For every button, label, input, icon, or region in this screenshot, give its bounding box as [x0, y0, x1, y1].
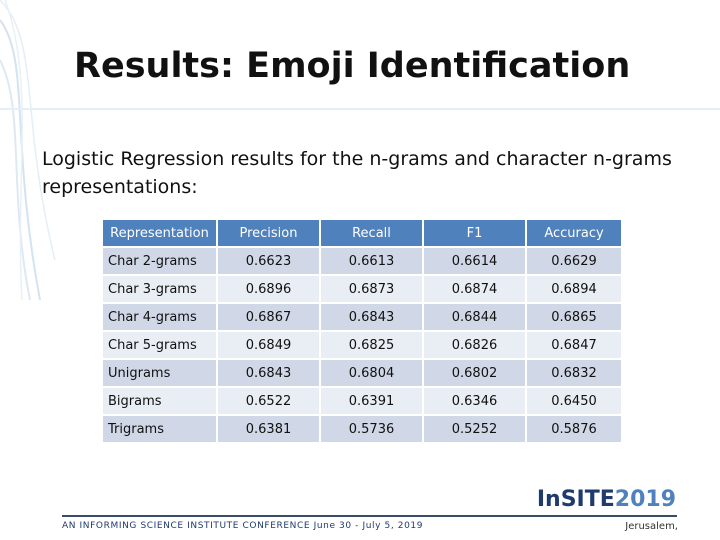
cell-representation: Bigrams [103, 388, 216, 414]
cell-accuracy: 0.6865 [527, 304, 621, 330]
cell-recall: 0.6843 [321, 304, 422, 330]
cell-recall: 0.6825 [321, 332, 422, 358]
header-recall: Recall [321, 220, 422, 246]
cell-precision: 0.6623 [218, 248, 319, 274]
cell-precision: 0.6896 [218, 276, 319, 302]
insite-logo: InSITE2019 [537, 486, 676, 514]
results-table: Representation Precision Recall F1 Accur… [101, 218, 623, 444]
table-row: Char 5-grams 0.6849 0.6825 0.6826 0.6847 [103, 332, 621, 358]
cell-precision: 0.6843 [218, 360, 319, 386]
table-row: Char 3-grams 0.6896 0.6873 0.6874 0.6894 [103, 276, 621, 302]
cell-precision: 0.6381 [218, 416, 319, 442]
cell-representation: Char 3-grams [103, 276, 216, 302]
header-accuracy: Accuracy [527, 220, 621, 246]
cell-recall: 0.6873 [321, 276, 422, 302]
cell-f1: 0.6614 [424, 248, 525, 274]
slide-title: Results: Emoji Identification [74, 46, 631, 86]
table-row: Unigrams 0.6843 0.6804 0.6802 0.6832 [103, 360, 621, 386]
cell-precision: 0.6849 [218, 332, 319, 358]
header-f1: F1 [424, 220, 525, 246]
cell-representation: Trigrams [103, 416, 216, 442]
cell-accuracy: 0.6894 [527, 276, 621, 302]
decorative-curves [0, 0, 56, 300]
logo-site: SITE [560, 487, 615, 512]
cell-representation: Unigrams [103, 360, 216, 386]
cell-representation: Char 2-grams [103, 248, 216, 274]
table-row: Trigrams 0.6381 0.5736 0.5252 0.5876 [103, 416, 621, 442]
table-row: Char 2-grams 0.6623 0.6613 0.6614 0.6629 [103, 248, 621, 274]
cell-f1: 0.6826 [424, 332, 525, 358]
cell-recall: 0.6613 [321, 248, 422, 274]
cell-accuracy: 0.6629 [527, 248, 621, 274]
cell-recall: 0.6804 [321, 360, 422, 386]
cell-representation: Char 4-grams [103, 304, 216, 330]
footer-conference: AN INFORMING SCIENCE INSTITUTE CONFERENC… [62, 521, 424, 531]
table-row: Char 4-grams 0.6867 0.6843 0.6844 0.6865 [103, 304, 621, 330]
cell-precision: 0.6522 [218, 388, 319, 414]
cell-representation: Char 5-grams [103, 332, 216, 358]
cell-f1: 0.6874 [424, 276, 525, 302]
logo-in: In [536, 487, 561, 512]
cell-accuracy: 0.6450 [527, 388, 621, 414]
cell-f1: 0.6346 [424, 388, 525, 414]
cell-precision: 0.6867 [218, 304, 319, 330]
logo-year: 2019 [614, 487, 676, 512]
cell-recall: 0.6391 [321, 388, 422, 414]
cell-accuracy: 0.6847 [527, 332, 621, 358]
cell-f1: 0.6844 [424, 304, 525, 330]
footer-divider [62, 515, 677, 517]
header-precision: Precision [218, 220, 319, 246]
footer-location: Jerusalem, [625, 521, 678, 532]
cell-accuracy: 0.5876 [527, 416, 621, 442]
cell-recall: 0.5736 [321, 416, 422, 442]
cell-accuracy: 0.6832 [527, 360, 621, 386]
cell-f1: 0.5252 [424, 416, 525, 442]
table-header-row: Representation Precision Recall F1 Accur… [103, 220, 621, 246]
slide-subtitle: Logistic Regression results for the n-gr… [42, 148, 672, 198]
header-representation: Representation [103, 220, 216, 246]
title-divider [0, 108, 720, 110]
table-row: Bigrams 0.6522 0.6391 0.6346 0.6450 [103, 388, 621, 414]
cell-f1: 0.6802 [424, 360, 525, 386]
